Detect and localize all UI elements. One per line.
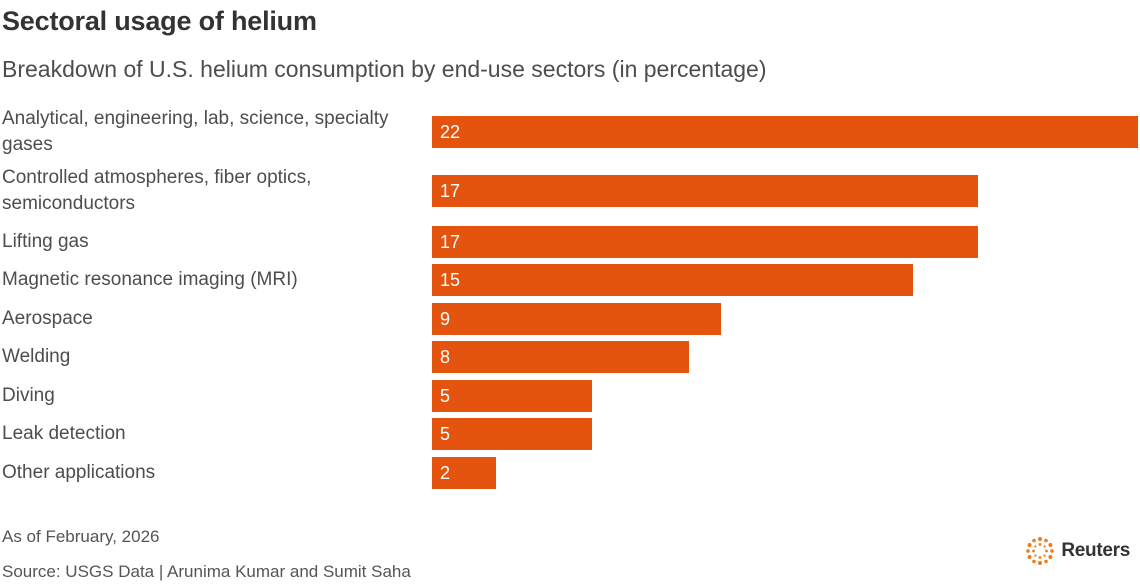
bar (432, 341, 689, 373)
bar-value-label: 2 (440, 463, 451, 483)
bar (432, 457, 496, 489)
chart-subtitle: Breakdown of U.S. helium consumption by … (2, 56, 767, 82)
bar-value-label: 5 (440, 386, 451, 406)
bar-value-label: 22 (440, 122, 461, 142)
bar-value-label: 15 (440, 270, 461, 290)
chart-title: Sectoral usage of helium (2, 6, 317, 36)
bar-value-label: 9 (440, 309, 451, 329)
bar (432, 264, 913, 296)
category-label: Analytical, engineering, lab, science, s… (2, 108, 389, 155)
reuters-logo: Reuters (1025, 536, 1130, 566)
bar (432, 303, 721, 335)
category-label: Diving (2, 385, 55, 406)
source-note: Source: USGS Data | Arunima Kumar and Su… (2, 562, 411, 581)
category-label: Other applications (2, 462, 156, 483)
bar-value-label: 17 (440, 232, 461, 252)
date-note: As of February, 2026 (2, 527, 160, 546)
category-label: Leak detection (2, 423, 126, 444)
category-label: Magnetic resonance imaging (MRI) (2, 269, 298, 290)
bar (432, 418, 592, 450)
bar-value-label: 8 (440, 347, 451, 367)
category-label: Controlled atmospheres, fiber optics, se… (2, 167, 312, 214)
category-label: Aerospace (2, 308, 93, 329)
bar (432, 226, 978, 258)
category-label: Welding (2, 346, 71, 367)
bar (432, 175, 978, 207)
bar (432, 380, 592, 412)
bar-value-label: 17 (440, 181, 461, 201)
category-label: Lifting gas (2, 231, 89, 252)
bar-value-label: 5 (440, 424, 451, 444)
bar (432, 116, 1138, 148)
reuters-logo-text: Reuters (1061, 540, 1130, 561)
reuters-logo-icon (1026, 537, 1055, 565)
